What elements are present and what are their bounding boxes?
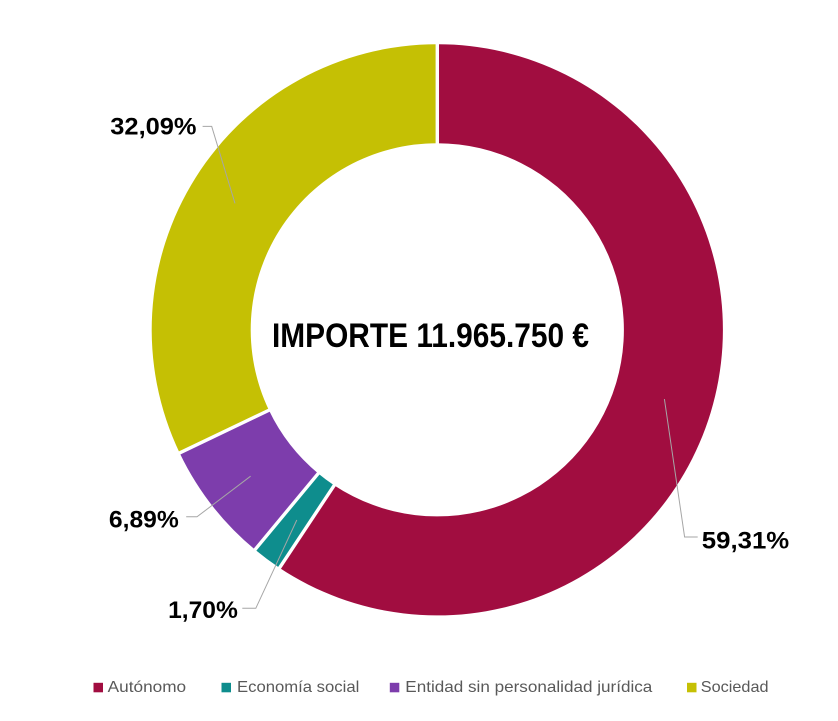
svg-text:59,31%: 59,31% (702, 528, 789, 555)
svg-text:Autónomo: Autónomo (108, 679, 187, 696)
svg-text:1,70%: 1,70% (168, 597, 238, 624)
svg-text:32,09%: 32,09% (110, 114, 196, 141)
svg-text:Economía social: Economía social (237, 679, 359, 696)
svg-text:Entidad sin personalidad juríd: Entidad sin personalidad jurídica (405, 679, 652, 696)
svg-text:Sociedad: Sociedad (701, 679, 769, 696)
svg-text:IMPORTE 11.965.750 €: IMPORTE 11.965.750 € (272, 317, 589, 355)
svg-text:6,89%: 6,89% (109, 506, 179, 533)
